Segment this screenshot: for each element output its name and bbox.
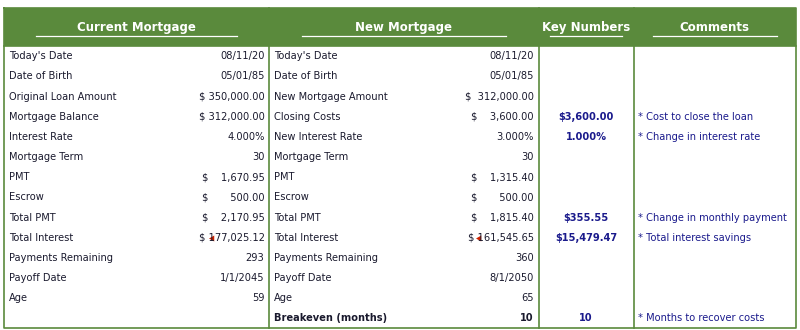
Text: $ 177,025.12: $ 177,025.12 xyxy=(198,233,265,243)
Text: $    2,170.95: $ 2,170.95 xyxy=(202,213,265,222)
Bar xyxy=(634,8,796,46)
Text: * Change in monthly payment: * Change in monthly payment xyxy=(638,213,787,222)
Text: Total PMT: Total PMT xyxy=(274,213,321,222)
Text: * Months to recover costs: * Months to recover costs xyxy=(638,313,765,323)
Text: Total Interest: Total Interest xyxy=(9,233,73,243)
Text: $ 350,000.00: $ 350,000.00 xyxy=(198,92,265,102)
Text: $355.55: $355.55 xyxy=(563,213,609,222)
Text: $       500.00: $ 500.00 xyxy=(202,192,265,202)
Text: Escrow: Escrow xyxy=(274,192,309,202)
Bar xyxy=(4,8,270,46)
Text: Payoff Date: Payoff Date xyxy=(274,273,332,283)
Text: 1.000%: 1.000% xyxy=(566,132,606,142)
Text: 65: 65 xyxy=(522,293,534,303)
Text: Interest Rate: Interest Rate xyxy=(9,132,73,142)
Text: Today's Date: Today's Date xyxy=(9,51,72,61)
Text: Key Numbers: Key Numbers xyxy=(542,21,630,34)
Text: Total PMT: Total PMT xyxy=(9,213,55,222)
Text: 293: 293 xyxy=(246,253,265,263)
Text: 1/1/2045: 1/1/2045 xyxy=(220,273,265,283)
Text: $  312,000.00: $ 312,000.00 xyxy=(465,92,534,102)
Text: 08/11/20: 08/11/20 xyxy=(220,51,265,61)
Text: Date of Birth: Date of Birth xyxy=(274,71,338,82)
Text: Mortgage Term: Mortgage Term xyxy=(9,152,83,162)
Text: 10: 10 xyxy=(520,313,534,323)
Text: 08/11/20: 08/11/20 xyxy=(490,51,534,61)
Text: Escrow: Escrow xyxy=(9,192,44,202)
Text: $3,600.00: $3,600.00 xyxy=(558,112,614,122)
Text: 05/01/85: 05/01/85 xyxy=(220,71,265,82)
Text: * Total interest savings: * Total interest savings xyxy=(638,233,751,243)
Text: 360: 360 xyxy=(515,253,534,263)
Text: * Cost to close the loan: * Cost to close the loan xyxy=(638,112,754,122)
Text: Original Loan Amount: Original Loan Amount xyxy=(9,92,116,102)
Text: Today's Date: Today's Date xyxy=(274,51,338,61)
Text: $ 312,000.00: $ 312,000.00 xyxy=(198,112,265,122)
Text: PMT: PMT xyxy=(9,172,30,182)
Text: Date of Birth: Date of Birth xyxy=(9,71,72,82)
Text: $       500.00: $ 500.00 xyxy=(471,192,534,202)
Text: New Interest Rate: New Interest Rate xyxy=(274,132,362,142)
Text: * Change in interest rate: * Change in interest rate xyxy=(638,132,761,142)
Text: 05/01/85: 05/01/85 xyxy=(490,71,534,82)
Text: Age: Age xyxy=(9,293,28,303)
Text: New Mortgage: New Mortgage xyxy=(355,21,453,34)
Text: Payoff Date: Payoff Date xyxy=(9,273,66,283)
Text: 3.000%: 3.000% xyxy=(497,132,534,142)
Text: Payments Remaining: Payments Remaining xyxy=(274,253,378,263)
Bar xyxy=(4,46,796,328)
Text: 10: 10 xyxy=(579,313,593,323)
Text: 8/1/2050: 8/1/2050 xyxy=(490,273,534,283)
Text: Mortgage Term: Mortgage Term xyxy=(274,152,348,162)
Text: $    3,600.00: $ 3,600.00 xyxy=(471,112,534,122)
Text: Total Interest: Total Interest xyxy=(274,233,338,243)
Text: New Mortgage Amount: New Mortgage Amount xyxy=(274,92,388,102)
Text: Age: Age xyxy=(274,293,293,303)
Text: $    1,670.95: $ 1,670.95 xyxy=(202,172,265,182)
Text: Closing Costs: Closing Costs xyxy=(274,112,341,122)
Bar xyxy=(270,8,538,46)
Text: Current Mortgage: Current Mortgage xyxy=(78,21,196,34)
Text: 4.000%: 4.000% xyxy=(227,132,265,142)
Text: 30: 30 xyxy=(522,152,534,162)
Text: $    1,815.40: $ 1,815.40 xyxy=(471,213,534,222)
Text: $ 161,545.65: $ 161,545.65 xyxy=(468,233,534,243)
Text: 59: 59 xyxy=(252,293,265,303)
Text: PMT: PMT xyxy=(274,172,294,182)
Bar xyxy=(538,8,634,46)
Text: $15,479.47: $15,479.47 xyxy=(555,233,617,243)
Text: Breakeven (months): Breakeven (months) xyxy=(274,313,387,323)
Text: Payments Remaining: Payments Remaining xyxy=(9,253,113,263)
Text: Mortgage Balance: Mortgage Balance xyxy=(9,112,98,122)
Text: $    1,315.40: $ 1,315.40 xyxy=(471,172,534,182)
Text: 30: 30 xyxy=(252,152,265,162)
Text: Comments: Comments xyxy=(680,21,750,34)
